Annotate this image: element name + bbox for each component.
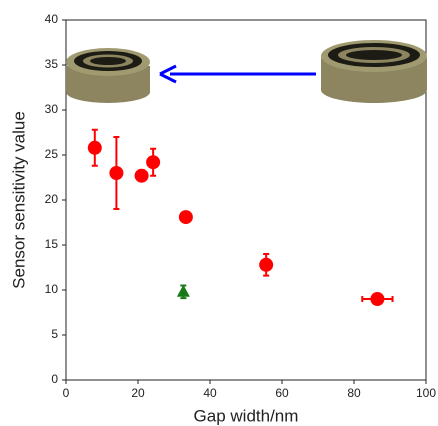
x-tick-label: 100 [416, 386, 436, 400]
y-tick-label: 25 [45, 147, 59, 161]
x-tick-label: 20 [131, 386, 145, 400]
y-tick-label: 10 [45, 282, 59, 296]
y-tick-label: 15 [45, 237, 59, 251]
x-tick-label: 0 [63, 386, 70, 400]
x-axis-title: Gap width/nm [194, 406, 299, 425]
y-tick-label: 5 [51, 327, 58, 341]
small-ring-image [66, 48, 150, 103]
x-tick-label: 80 [347, 386, 361, 400]
data-point [370, 292, 385, 306]
x-tick-label: 60 [275, 386, 289, 400]
data-point [146, 155, 161, 170]
y-tick-label: 30 [45, 102, 59, 116]
data-point [259, 257, 274, 272]
large-ring-image [321, 40, 427, 103]
data-point [178, 210, 193, 225]
data-point [176, 284, 190, 297]
y-tick-label: 35 [45, 57, 59, 71]
y-tick-label: 0 [51, 372, 58, 386]
data-point [134, 168, 149, 183]
arrow [159, 64, 316, 84]
y-tick-label: 20 [45, 192, 59, 206]
x-tick-label: 40 [203, 386, 217, 400]
data-point [87, 140, 102, 155]
y-axis-title: Sensor sensitivity value [9, 111, 28, 289]
y-tick-label: 40 [45, 12, 59, 26]
data-point [109, 166, 124, 180]
